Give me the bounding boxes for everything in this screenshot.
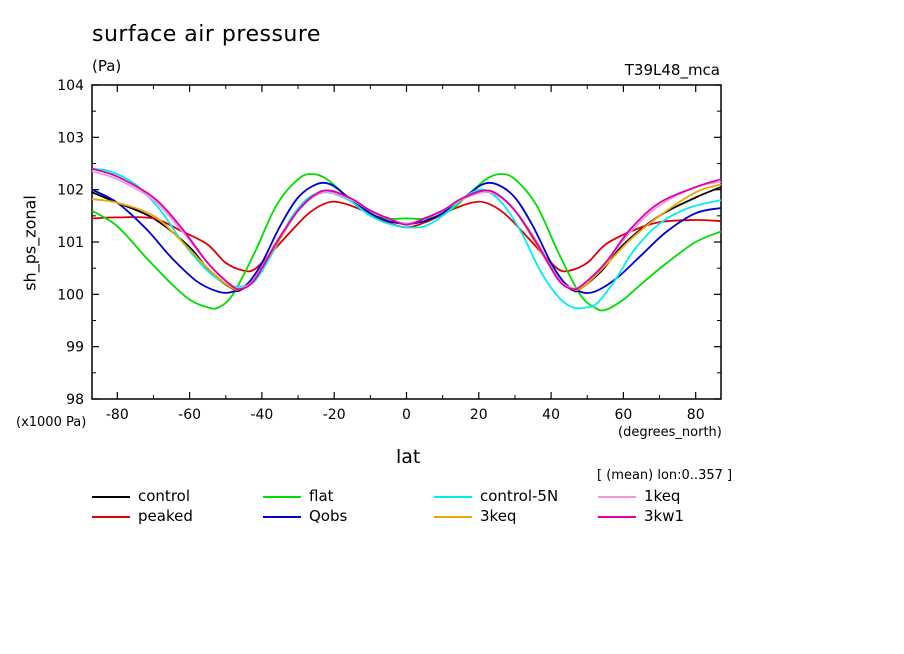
legend-label: control xyxy=(138,487,190,505)
x-tick-label: 40 xyxy=(542,407,560,423)
series-line-qobs xyxy=(91,181,722,294)
series-line-3kw1 xyxy=(91,167,722,291)
legend-label: peaked xyxy=(138,507,193,525)
legend-swatch xyxy=(263,516,301,518)
x-tick-label: -80 xyxy=(106,407,129,423)
y-tick-label: 98 xyxy=(66,392,84,408)
y-tick-label: 102 xyxy=(57,183,84,199)
legend-label: Qobs xyxy=(309,507,348,525)
x-units-label: (degrees_north) xyxy=(618,425,722,440)
legend-swatch xyxy=(92,516,130,518)
series-line-1keq xyxy=(91,170,722,290)
legend-label: control-5N xyxy=(480,487,559,505)
series-line-flat xyxy=(91,173,722,312)
experiment-label: T39L48_mca xyxy=(624,61,720,79)
y-tick-label: 104 xyxy=(57,78,84,94)
y-tick-label: 101 xyxy=(57,235,84,251)
legend-swatch xyxy=(434,496,472,498)
units-label: (Pa) xyxy=(92,57,122,75)
x-tick-label: -20 xyxy=(323,407,346,423)
x-axis-label: lat xyxy=(396,446,421,468)
legend-swatch xyxy=(92,496,130,498)
chart-title: surface air pressure xyxy=(92,22,321,47)
x-tick-label: 0 xyxy=(402,407,411,423)
mean-note: [ (mean) lon:0..357 ] xyxy=(597,468,733,483)
x-tick-label: -60 xyxy=(178,407,201,423)
x-tick-label: 20 xyxy=(470,407,488,423)
x-tick-label: 80 xyxy=(687,407,705,423)
legend-label: 1keq xyxy=(644,487,681,505)
legend-swatch xyxy=(263,496,301,498)
y-tick-label: 100 xyxy=(57,287,84,303)
y-tick-label: 103 xyxy=(57,130,84,146)
legend-swatch xyxy=(434,516,472,518)
y-scale-note: (x1000 Pa) xyxy=(16,415,87,430)
legend-swatch xyxy=(598,516,636,518)
legend-label: 3keq xyxy=(480,507,517,525)
y-tick-label: 99 xyxy=(66,340,84,356)
legend-swatch xyxy=(598,496,636,498)
legend-label: flat xyxy=(309,487,334,505)
x-tick-label: -40 xyxy=(250,407,273,423)
series-line-control-5n xyxy=(91,167,722,310)
series-line-control xyxy=(91,186,722,293)
x-tick-label: 60 xyxy=(614,407,632,423)
legend-label: 3kw1 xyxy=(644,507,685,525)
